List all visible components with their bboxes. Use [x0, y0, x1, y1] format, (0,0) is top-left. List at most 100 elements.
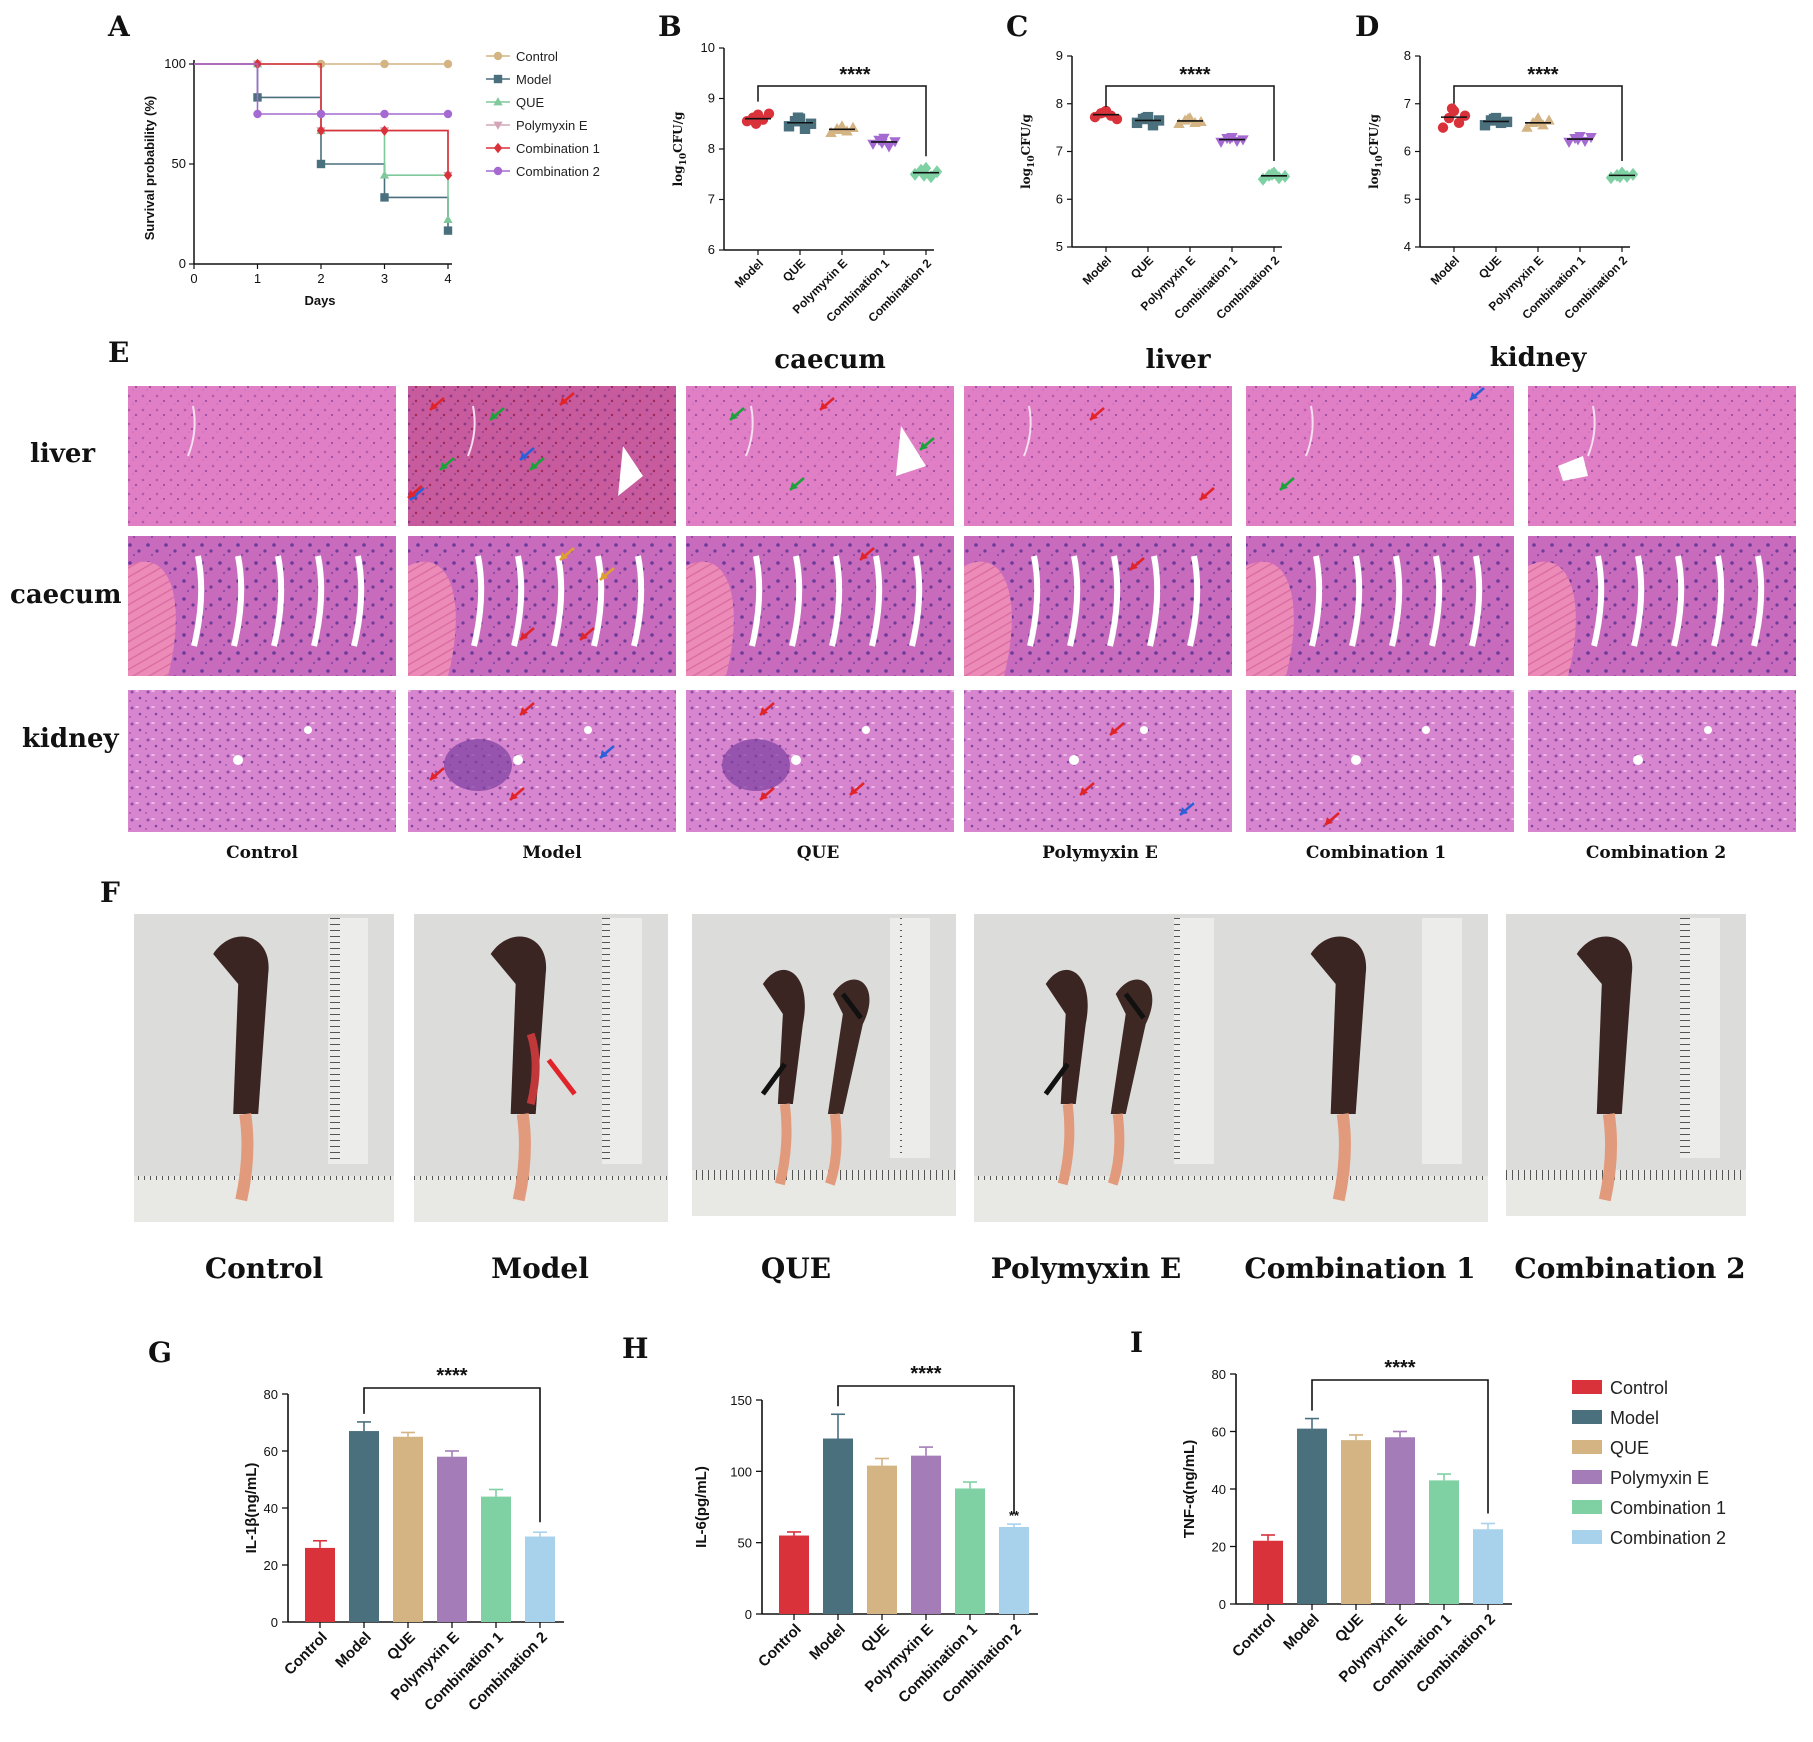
- cfu-significance-label: ****: [839, 64, 870, 86]
- survival-point: [443, 226, 453, 235]
- histology-crypt-space: [1067, 555, 1081, 647]
- panel-label-b: B: [658, 10, 682, 43]
- cfu-ylabel-base: log: [671, 165, 685, 187]
- histology-arrowhead: [790, 482, 798, 490]
- histology-crypt-space: [1309, 555, 1323, 647]
- histology-tubule: [791, 755, 801, 765]
- histology-arrowhead: [860, 552, 868, 560]
- bar-y-axis-label: IL-6(pg/mL): [693, 1466, 710, 1548]
- bar-y-tick-label: 0: [745, 1607, 752, 1622]
- cfu-y-tick-label: 9: [1056, 48, 1063, 63]
- cfu-significance-bracket: [757, 85, 927, 157]
- cfu-point: [847, 121, 859, 132]
- gross-hemorrhage: [526, 1032, 540, 1105]
- histology-column-label: Polymyxin E: [1042, 843, 1158, 863]
- histology-arrowhead: [1130, 562, 1138, 570]
- histology-muscle-layer: [964, 561, 1012, 676]
- bar-category-label: Model: [1280, 1611, 1323, 1654]
- gross-specimen-tail: [825, 1113, 842, 1186]
- gross-arrow: [760, 1062, 787, 1096]
- histology-crypt-space: [551, 555, 565, 647]
- histology-crypt-space: [311, 555, 325, 647]
- bar-y-tick-label: 60: [264, 1444, 278, 1459]
- cfu-y-axis-label: log10CFU/g: [1367, 113, 1385, 188]
- bar-significance-bracket: [1311, 1379, 1489, 1514]
- bar: [481, 1496, 511, 1622]
- histology-column-label: Combination 2: [1586, 843, 1726, 863]
- histology-arrowhead: [760, 707, 768, 715]
- histology-crypt-space: [1751, 555, 1765, 647]
- gross-specimen-tail: [512, 1113, 531, 1202]
- histology-crypt-space: [1591, 555, 1605, 647]
- bar: [1473, 1529, 1503, 1604]
- cfu-point: [783, 121, 795, 132]
- histology-crypt-space: [749, 555, 763, 647]
- survival-legend-marker: [493, 51, 503, 61]
- cfu-y-tick-label: 5: [1056, 239, 1063, 254]
- histology-crypt-space: [1027, 555, 1041, 647]
- gross-specimen: [762, 969, 805, 1104]
- histology-arrowhead: [520, 452, 528, 460]
- panel-label-g: G: [148, 1336, 172, 1369]
- histology-column-label: Control: [226, 843, 298, 863]
- cfu-point: [1585, 133, 1597, 144]
- gross-ruler-horizontal-ticks: [414, 1176, 668, 1188]
- gross-photo-panel: Control Model QUE Polymyxin E Combination 1 C…: [134, 914, 1746, 1285]
- gross-ruler-vertical-ticks: [602, 918, 614, 1164]
- cfu-point: [1131, 117, 1143, 129]
- bar: [1253, 1540, 1283, 1604]
- survival-point: [316, 125, 326, 136]
- histology-crypt-space: [909, 555, 923, 647]
- histology-arrowhead: [920, 442, 928, 450]
- cfu-significance-bracket: [1453, 85, 1623, 161]
- cfu-point: [1614, 170, 1626, 184]
- cfu-significance-label: ****: [1527, 64, 1558, 86]
- gross-column-label: QUE: [761, 1252, 831, 1285]
- bar-y-tick-label: 60: [1212, 1425, 1226, 1440]
- histology-image: [1246, 690, 1514, 832]
- bar: [525, 1536, 555, 1622]
- histology-arrowhead: [430, 772, 438, 780]
- histology-crypt-space: [1711, 555, 1725, 647]
- histology-crypt-space: [351, 555, 365, 647]
- histology-arrowhead: [730, 412, 738, 420]
- panel-label-c: C: [1006, 10, 1028, 43]
- histology-image: [1528, 690, 1796, 832]
- cfu-point: [763, 108, 775, 119]
- histology-tubule: [1704, 726, 1712, 734]
- gross-specimen-tail: [1332, 1113, 1351, 1202]
- histology-column-label: Model: [522, 843, 582, 863]
- survival-point: [380, 125, 389, 136]
- bar-y-axis-label: TNF-α(ng/mL): [1181, 1440, 1198, 1538]
- cfu-point: [1446, 103, 1458, 114]
- histology-crypt-space: [1429, 555, 1443, 647]
- panel-label-i: I: [1130, 1326, 1143, 1359]
- survival-legend-marker: [493, 121, 503, 130]
- cfu-point: [1266, 167, 1278, 181]
- histology-arrowhead: [510, 792, 518, 800]
- survival-legend-marker: [493, 142, 503, 154]
- histology-arrowhead: [600, 750, 608, 758]
- survival-legend-marker: [493, 74, 503, 84]
- gross-arrow: [840, 992, 863, 1020]
- gross-ruler-vertical-ticks: [890, 918, 902, 1158]
- cfu-category-label: Model: [1080, 253, 1114, 287]
- survival-x-tick-label: 1: [254, 271, 261, 286]
- histology-crypt-space: [471, 555, 485, 647]
- bar-y-tick-label: 40: [264, 1501, 278, 1516]
- histology-arrowhead: [1200, 492, 1208, 500]
- histology-image: [1246, 386, 1514, 526]
- histology-crypt-space: [1389, 555, 1403, 647]
- bar-category-label: Control: [281, 1629, 331, 1679]
- gross-ruler-horizontal-ticks: [134, 1176, 394, 1188]
- panel-label-h: H: [622, 1332, 648, 1365]
- gross-specimen-tail: [1107, 1113, 1125, 1186]
- cfu-ylabel-rest: CFU/g: [671, 111, 685, 153]
- cfu-point: [1111, 113, 1123, 125]
- gross-specimen-tail: [1057, 1103, 1075, 1186]
- bar: [823, 1438, 853, 1614]
- survival-legend-marker: [493, 166, 503, 176]
- cfu-y-tick-label: 5: [1404, 191, 1411, 206]
- histology-image: [128, 386, 396, 526]
